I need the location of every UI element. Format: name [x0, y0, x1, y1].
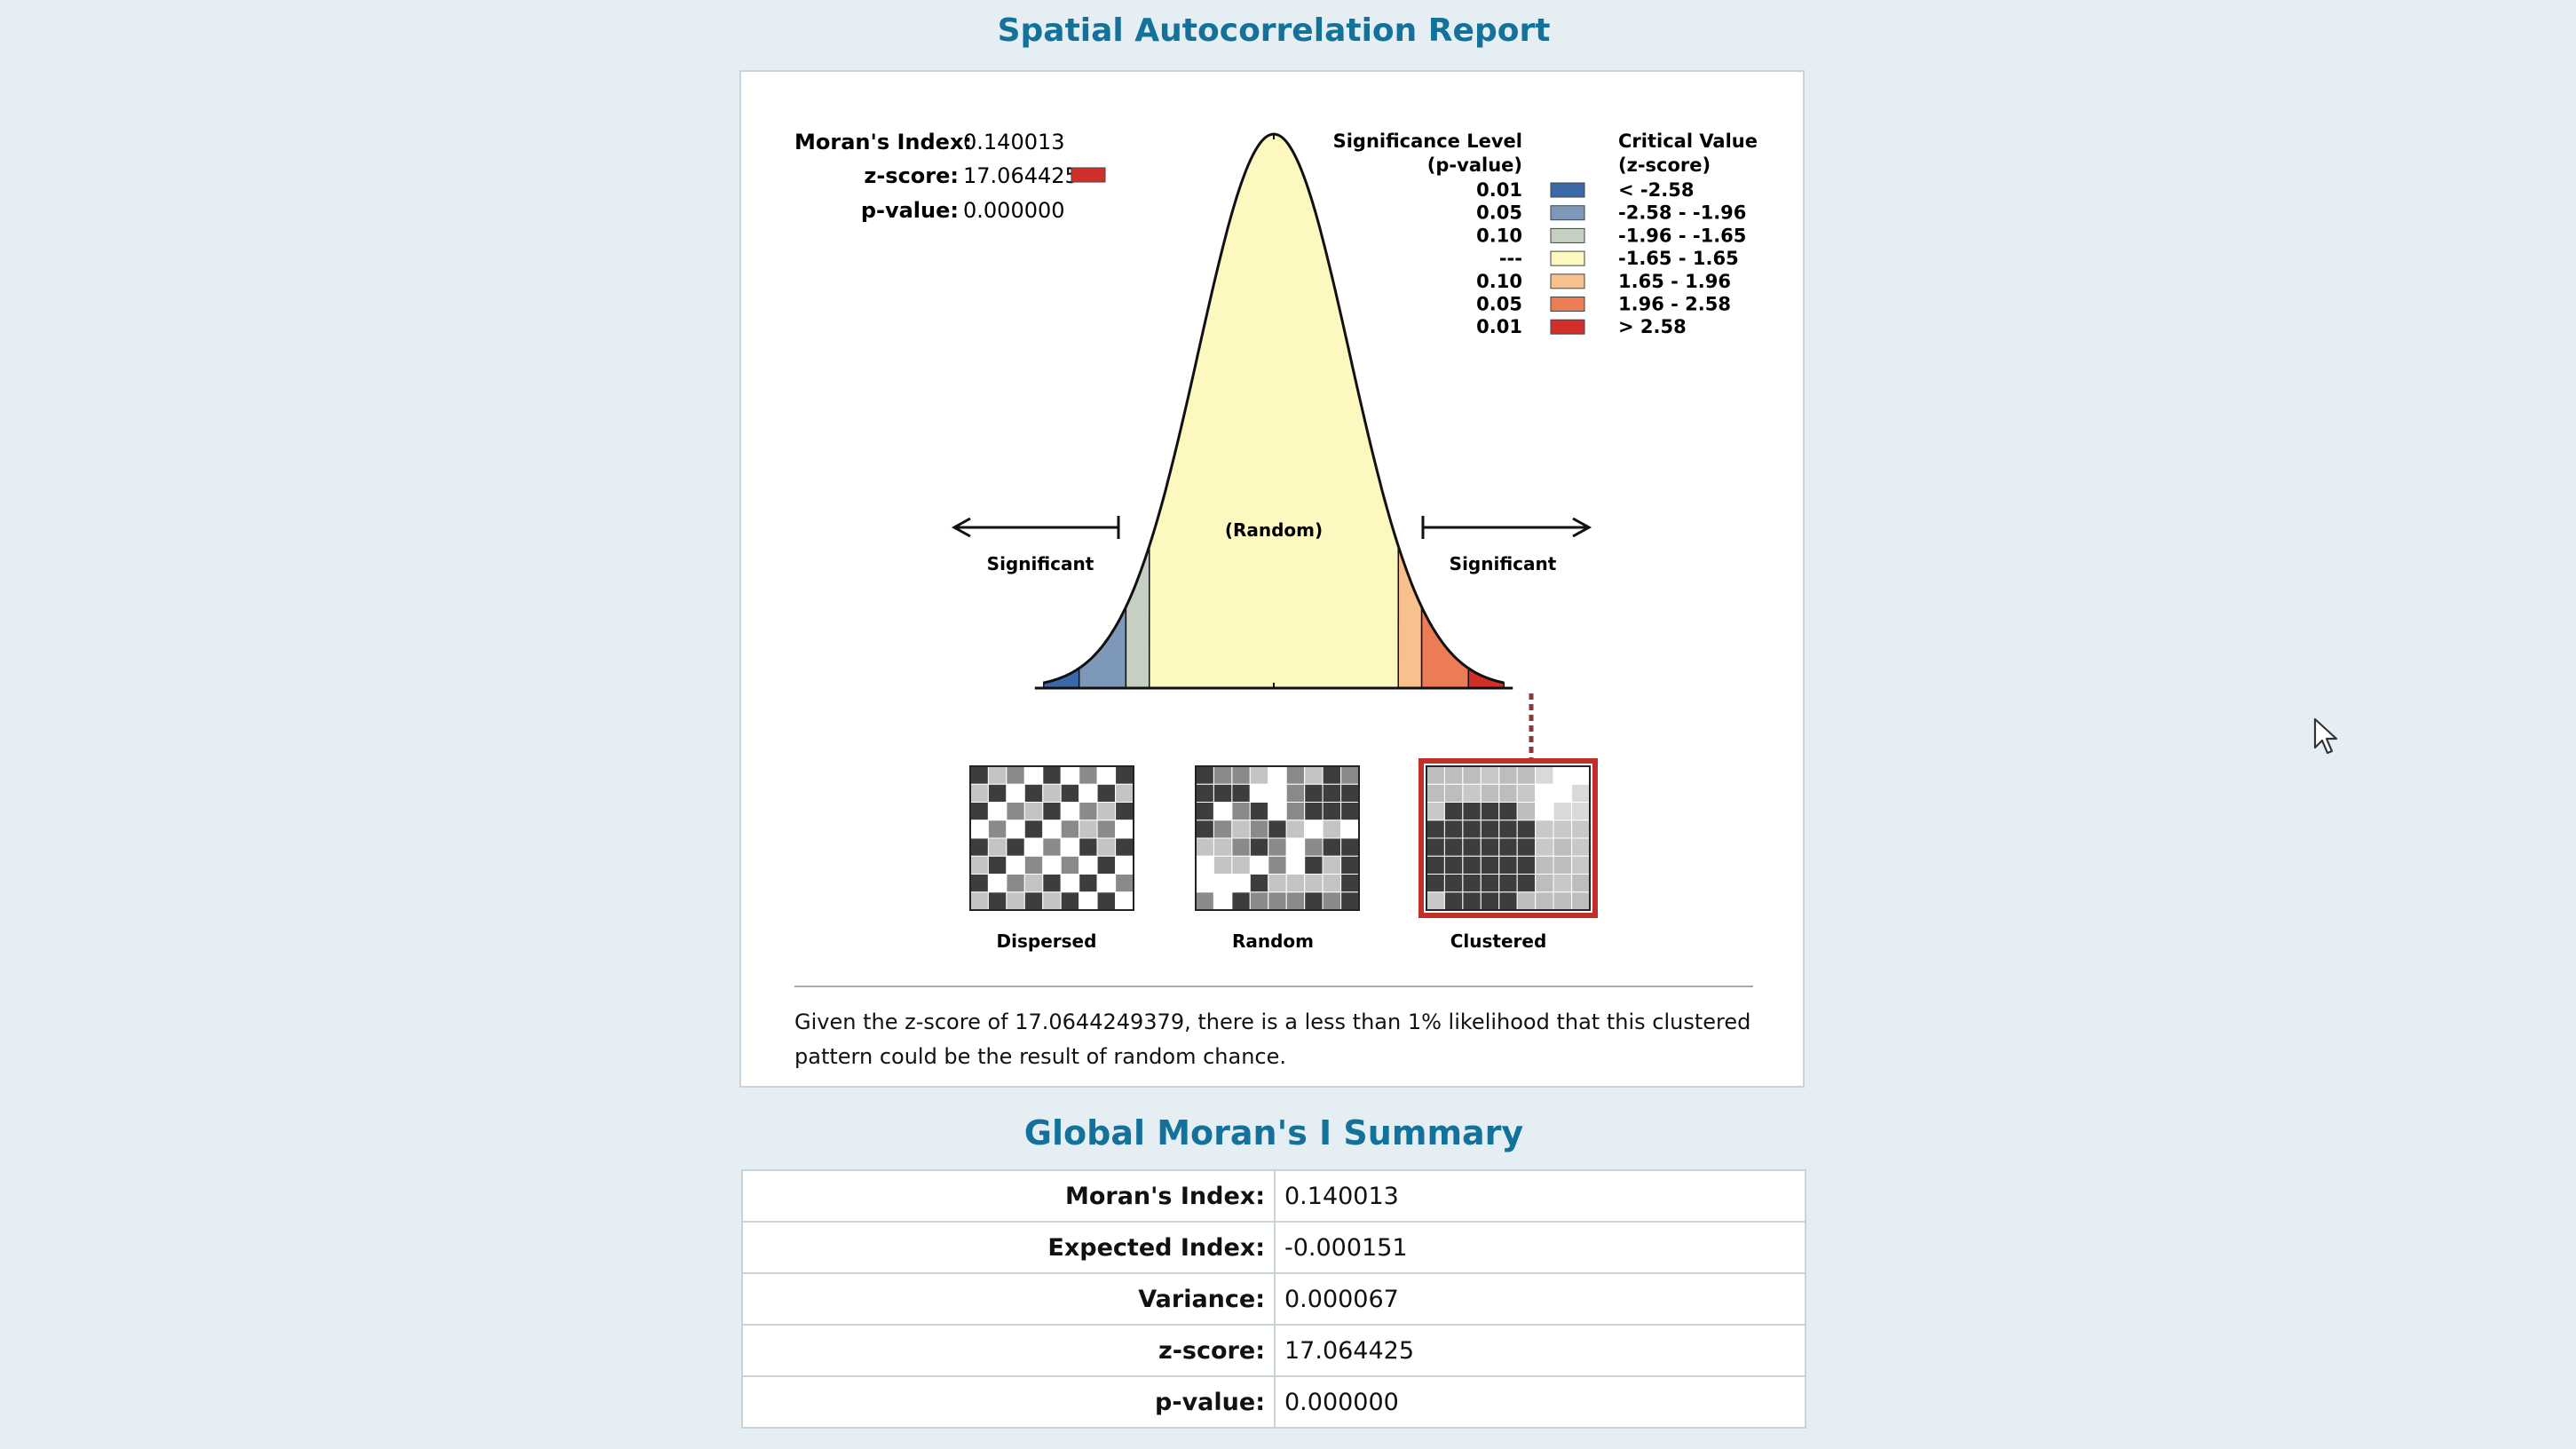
row-label: Variance:	[741, 1272, 1276, 1326]
legend-p-value: ---	[1499, 248, 1522, 269]
zscore-swatch	[1071, 167, 1106, 183]
legend-header-z2: (z-score)	[1618, 154, 1711, 176]
legend-z-range: -2.58 - -1.96	[1618, 202, 1746, 224]
mouse-cursor-icon	[2313, 717, 2338, 755]
summary-title: Global Moran's I Summary	[1023, 1113, 1524, 1152]
report-panel: Moran's Index: 0.140013 z-score: 17.0644…	[739, 70, 1805, 1088]
row-value: 0.000000	[1274, 1375, 1806, 1429]
legend-swatch	[1550, 319, 1585, 335]
summary-table: Moran's Index: 0.140013 Expected Index: -0…	[741, 1169, 1806, 1429]
stat-zscore-label: z-score:	[864, 163, 959, 188]
legend-z-range: < -2.58	[1618, 179, 1694, 201]
legend-header-p1: Significance Level	[1333, 131, 1522, 152]
stat-moran-label: Moran's Index:	[794, 130, 972, 154]
legend-z-range: > 2.58	[1618, 316, 1687, 337]
interpretation-text: Given the z-score of 17.0644249379, ther…	[794, 1010, 1751, 1069]
legend-p-value: 0.05	[1476, 294, 1522, 315]
band-z-random	[1148, 133, 1400, 689]
stat-zscore-value: 17.064425	[963, 163, 1079, 188]
legend-swatch	[1550, 227, 1585, 243]
legend-swatch	[1550, 273, 1585, 289]
significance-chart: Moran's Index: 0.140013 z-score: 17.0644…	[794, 130, 1758, 987]
band-z-1.96-1.65	[1125, 545, 1150, 689]
row-value: 0.000067	[1274, 1272, 1806, 1326]
legend-z-range: -1.65 - 1.65	[1618, 248, 1739, 269]
table-row: Expected Index: -0.000151	[741, 1221, 1806, 1274]
legend-header-z1: Critical Value	[1618, 131, 1758, 152]
legend-p-value: 0.01	[1476, 179, 1522, 201]
row-label: z-score:	[741, 1324, 1276, 1377]
row-value: 0.140013	[1274, 1169, 1806, 1223]
table-row: p-value: 0.000000	[741, 1375, 1806, 1429]
legend-swatch	[1550, 297, 1585, 312]
table-row: z-score: 17.064425	[741, 1324, 1806, 1377]
row-label: Expected Index:	[741, 1221, 1276, 1274]
pattern-label-dispersed: Dispersed	[997, 930, 1097, 952]
stat-moran-value: 0.140013	[963, 130, 1065, 154]
legend-p-value: 0.10	[1476, 225, 1522, 246]
curve-outline	[1042, 132, 1505, 685]
legend-swatch	[1550, 250, 1585, 266]
legend: 0.01 < -2.58 0.05 -2.58 - -1.96 0.10 -1.96 - …	[1476, 179, 1746, 337]
row-value: 17.064425	[1274, 1324, 1806, 1377]
legend-p-value: 0.01	[1476, 316, 1522, 337]
pattern-label-clustered: Clustered	[1450, 930, 1547, 952]
random-label: (Random)	[1225, 519, 1323, 541]
stat-pvalue-label: p-value:	[861, 198, 959, 223]
row-label: Moran's Index:	[741, 1169, 1276, 1223]
band-z-1.65-1.96	[1397, 545, 1423, 689]
significant-left-label: Significant	[987, 553, 1094, 574]
row-value: -0.000151	[1274, 1221, 1806, 1274]
normal-curve	[1034, 132, 1513, 690]
thumb-random	[1195, 765, 1360, 911]
table-row: Moran's Index: 0.140013	[741, 1169, 1806, 1223]
legend-z-range: -1.96 - -1.65	[1618, 225, 1746, 246]
selected-highlight	[1418, 758, 1598, 918]
row-label: p-value:	[741, 1375, 1276, 1429]
thumb-dispersed	[969, 765, 1134, 911]
table-row: Variance: 0.000067	[741, 1272, 1806, 1326]
legend-swatch	[1550, 182, 1585, 198]
significance-arrows	[951, 516, 1592, 539]
legend-z-range: 1.65 - 1.96	[1618, 271, 1731, 292]
report-title: Spatial Autocorrelation Report	[997, 12, 1551, 49]
legend-header-p2: (p-value)	[1427, 154, 1522, 176]
pattern-label-random: Random	[1232, 930, 1314, 952]
thumb-clustered	[1418, 758, 1598, 918]
legend-p-value: 0.10	[1476, 271, 1522, 292]
legend-z-range: 1.96 - 2.58	[1618, 294, 1731, 315]
significant-right-label: Significant	[1450, 553, 1557, 574]
stat-pvalue-value: 0.000000	[963, 198, 1065, 223]
legend-swatch	[1550, 205, 1585, 221]
legend-p-value: 0.05	[1476, 202, 1522, 224]
